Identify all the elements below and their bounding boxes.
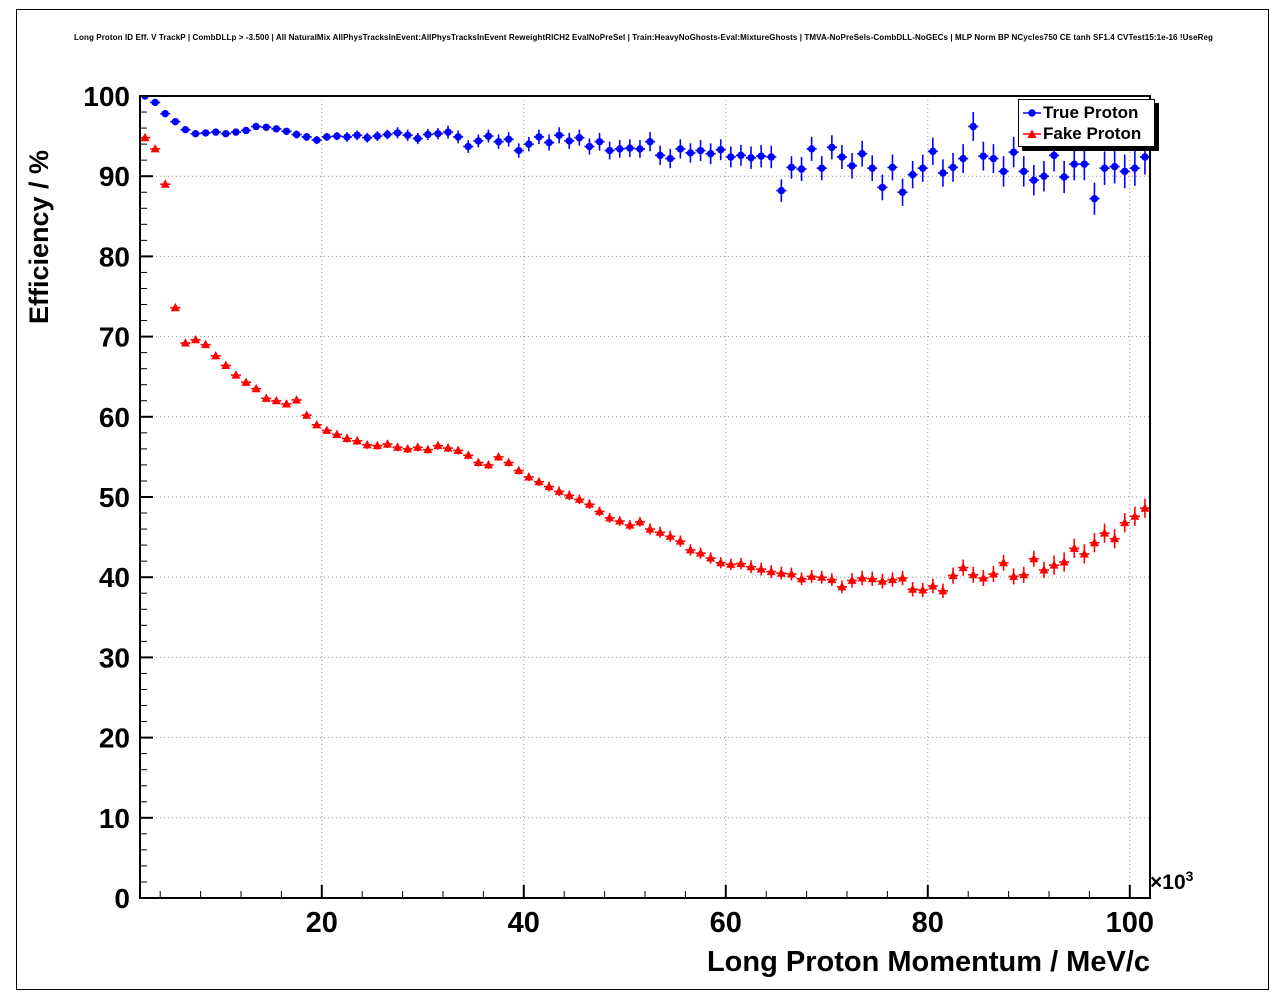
triangle-marker-icon [1023,129,1041,138]
x-tick-label: 60 [710,907,742,939]
y-axis-title: Efficiency / % [24,149,54,324]
y-tick-label: 100 [83,81,130,112]
y-tick-label: 90 [99,161,130,192]
multiplier-base: ×10 [1150,871,1186,894]
multiplier-exponent: 3 [1185,868,1194,884]
plot-title: Long Proton ID Eff. V TrackP | CombDLLp … [74,33,1214,42]
legend-label: Fake Proton [1043,123,1142,143]
x-tick-label: 80 [912,907,944,939]
x-tick-label: 20 [306,907,338,939]
legend-entry: Fake Proton [1019,123,1154,144]
x-tick-label: 40 [508,907,540,939]
y-tick-label: 80 [99,241,130,272]
x-tick-label: 100 [1106,907,1154,939]
series-fake-proton [140,132,1150,599]
axis-tick-labels: 0 10 20 30 40 50 60 70 80 90 100 20 40 60 80 100 [83,81,1154,939]
x-axis-title: Long Proton Momentum / MeV/c [706,946,1150,978]
y-tick-label: 50 [99,482,130,513]
axis-ticks [140,95,1131,899]
x-axis-multiplier: ×103 [1150,868,1193,895]
gridlines [140,96,1150,898]
legend: True Proton Fake Proton [1018,99,1155,147]
y-tick-label: 10 [99,803,130,834]
circle-marker-icon [1023,108,1041,117]
legend-label: True Proton [1043,102,1139,122]
y-tick-label: 20 [99,723,130,754]
y-tick-label: 40 [99,562,130,593]
y-tick-label: 30 [99,642,130,673]
y-tick-label: 70 [99,322,130,353]
series-true-proton [140,96,1150,215]
legend-entry: True Proton [1019,102,1154,123]
y-tick-label: 0 [114,883,130,914]
y-tick-label: 60 [99,402,130,433]
